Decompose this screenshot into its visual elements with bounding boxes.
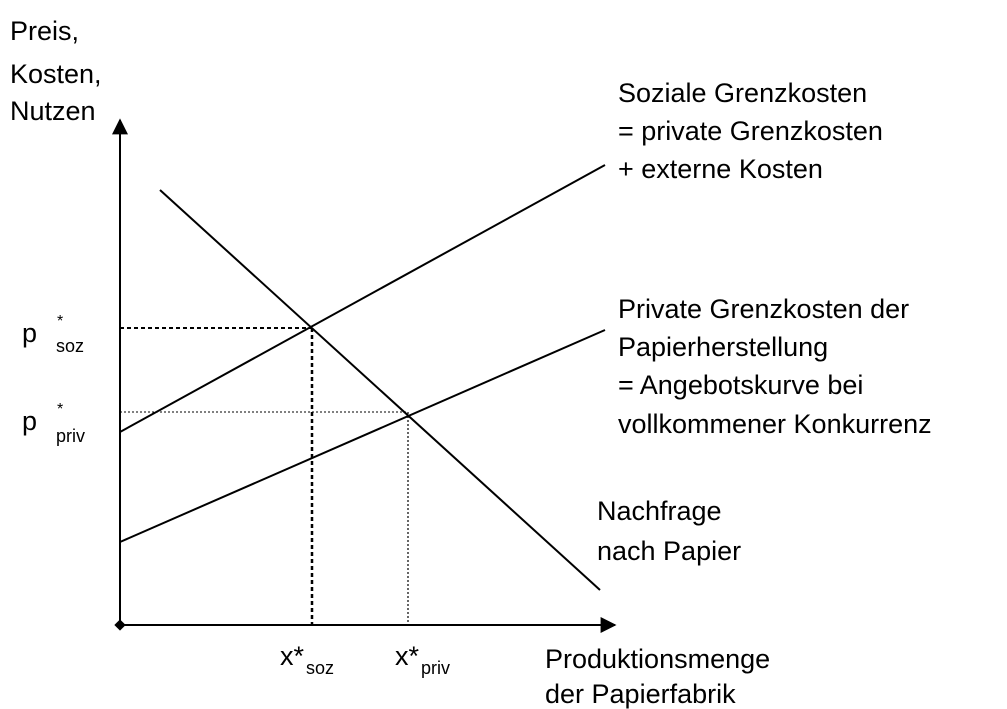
curve-label: Soziale Grenzkosten: [618, 78, 867, 108]
curve-label: nach Papier: [597, 536, 741, 566]
price-label: p: [22, 318, 37, 348]
quantity-label: x*: [395, 641, 420, 671]
y-axis-label: Kosten,: [10, 59, 102, 89]
social-cost-curve: [119, 164, 606, 433]
curve-label: Papierherstellung: [618, 332, 828, 362]
price-label-star: *: [57, 401, 63, 418]
y-axis-label: Preis,: [10, 16, 79, 46]
private-cost-curve: [119, 329, 606, 543]
quantity-label: x*: [280, 641, 305, 671]
price-label-star: *: [57, 313, 63, 330]
x-axis-label: der Papierfabrik: [545, 679, 736, 709]
curve-label: vollkommener Konkurrenz: [618, 409, 932, 439]
quantity-label-sub: priv: [421, 658, 450, 678]
price-label: p: [22, 406, 37, 436]
price-label-sub: priv: [56, 426, 85, 446]
demand-curve: [159, 189, 601, 591]
curve-label: = Angebotskurve bei: [618, 370, 863, 400]
curve-label: Private Grenzkosten der: [618, 294, 909, 324]
curve-label: = private Grenzkosten: [618, 116, 883, 146]
price-label-sub: soz: [56, 336, 84, 356]
curve-label: Nachfrage: [597, 496, 722, 526]
origin: [114, 619, 126, 631]
x-axis-label: Produktionsmenge: [545, 644, 770, 674]
y-axis-label: Nutzen: [10, 96, 96, 126]
quantity-label-sub: soz: [306, 658, 334, 678]
curve-label: + externe Kosten: [618, 154, 823, 184]
